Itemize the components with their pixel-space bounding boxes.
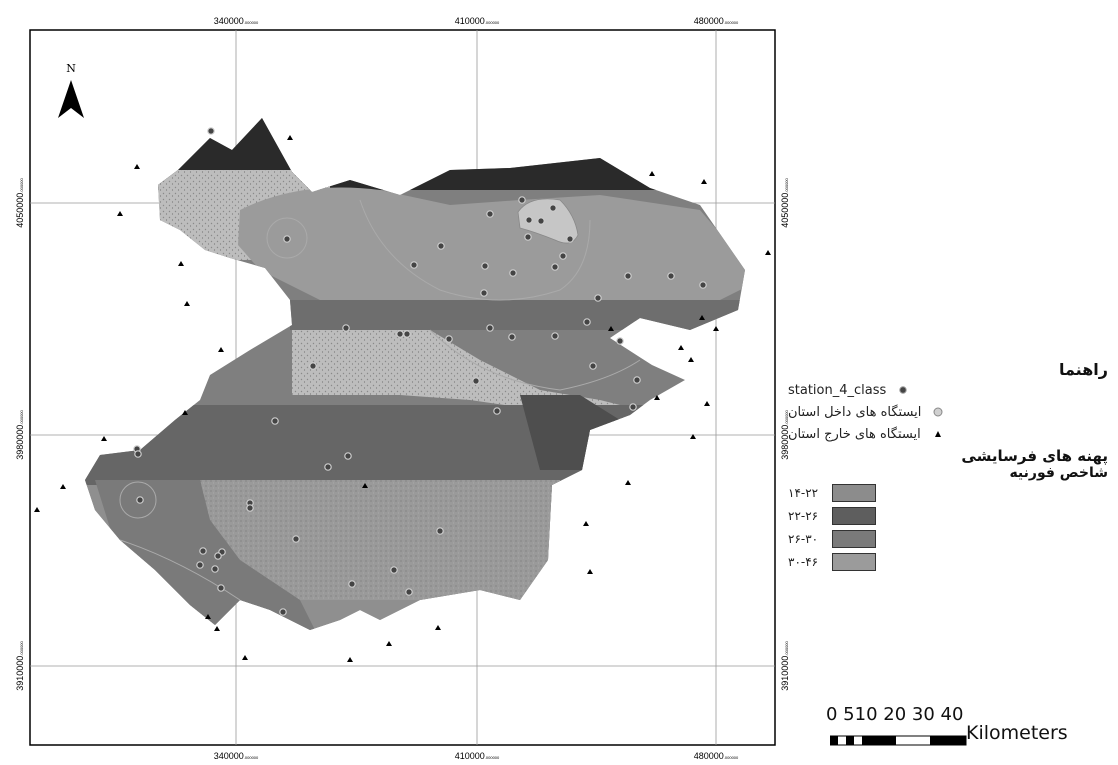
class-row: ۲۶-۳۰ <box>788 527 1108 550</box>
class-swatch <box>832 552 877 571</box>
legend-item-outside-stations: ایستگاه های خارج استان <box>788 423 1108 445</box>
class-label: ۳۰-۴۶ <box>788 554 819 569</box>
outside-station-icon <box>927 429 949 439</box>
class-label: ۲۲-۲۶ <box>788 508 819 523</box>
high-index-zone <box>517 198 579 244</box>
zones-heading: پهنه های فرسایشی <box>961 447 1108 465</box>
north-label: N <box>66 62 76 75</box>
tick-left-2: 3980000.000000 <box>15 409 25 459</box>
legend-item-station-class: station_4_class <box>788 379 1108 401</box>
tick-left-3: 3910000.000000 <box>15 640 25 690</box>
class-label: ۲۶-۳۰ <box>788 531 819 546</box>
tick-top-1: 340000.000000 <box>214 16 259 26</box>
legend-item-label: ایستگاه های خارج استان <box>788 426 921 442</box>
tick-top-3: 480000.000000 <box>694 16 739 26</box>
legend-item-label: ایستگاه های داخل استان <box>788 404 922 420</box>
class-label: ۱۴-۲۲ <box>788 485 819 500</box>
class-swatch <box>832 483 877 502</box>
tick-bottom-1: 340000.000000 <box>214 751 259 761</box>
inside-stations <box>133 127 707 616</box>
map-legend: راهنما station_4_class ایستگاه های داخل … <box>788 360 1108 573</box>
outside-stations <box>34 135 771 662</box>
inside-station-icon <box>927 406 949 418</box>
legend-item-label: station_4_class <box>788 382 887 398</box>
tick-right-1: 4050000.000000 <box>780 177 790 227</box>
tick-top-2: 410000.000000 <box>455 16 500 26</box>
scale-bar: 0 510 20 30 40 Kilometers <box>826 704 1106 746</box>
tick-bottom-2: 410000.000000 <box>455 751 500 761</box>
class-row: ۲۲-۲۶ <box>788 504 1108 527</box>
scale-bar-graphic <box>830 735 967 746</box>
class-swatch <box>832 529 877 548</box>
tick-right-3: 3910000.000000 <box>780 640 790 690</box>
legend-item-inside-stations: ایستگاه های داخل استان <box>788 401 1108 423</box>
scale-numbers: 0 510 20 30 40 <box>826 704 964 725</box>
tick-bottom-3: 480000.000000 <box>694 751 739 761</box>
north-arrow-icon <box>58 80 84 118</box>
scale-unit: Kilometers <box>966 722 1068 744</box>
station-class-icon <box>892 385 914 395</box>
class-swatch <box>832 506 877 525</box>
index-heading: شاخص فورنیه <box>1009 465 1108 481</box>
class-row: ۳۰-۴۶ <box>788 550 1108 573</box>
legend-title: راهنما <box>1058 360 1108 379</box>
class-row: ۱۴-۲۲ <box>788 481 1108 504</box>
tick-left-1: 4050000.000000 <box>15 177 25 227</box>
class-list: ۱۴-۲۲ ۲۲-۲۶ ۲۶-۳۰ ۳۰-۴۶ <box>788 481 1108 573</box>
tick-right-2: 3980000.000000 <box>780 409 790 459</box>
